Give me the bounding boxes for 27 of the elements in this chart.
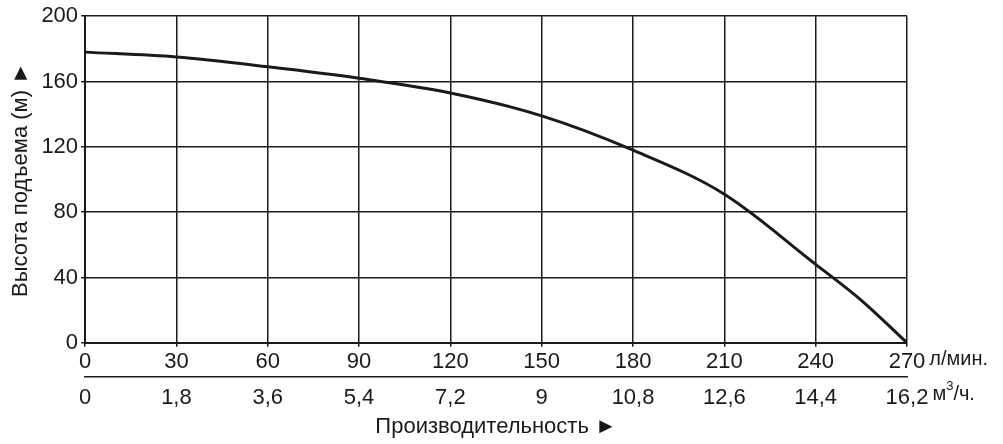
x2-tick-label: 16,2 bbox=[885, 384, 929, 410]
x-tick-label: 180 bbox=[614, 348, 652, 374]
x-axis-title: Производительность ► bbox=[375, 412, 617, 438]
y-tick-label: 120 bbox=[41, 132, 79, 158]
x2-tick-label: 3,6 bbox=[252, 384, 284, 410]
y-tick-label: 160 bbox=[41, 67, 79, 93]
x2-tick-label: 7,2 bbox=[435, 384, 466, 410]
y-tick-label: 200 bbox=[41, 2, 79, 28]
y-tick-label: 0 bbox=[65, 328, 79, 354]
x-tick-label: 240 bbox=[797, 348, 835, 374]
x-tick-label: 210 bbox=[706, 348, 743, 374]
x2-tick-label: 10,8 bbox=[611, 384, 655, 410]
x2-tick-label: 5,4 bbox=[343, 384, 375, 410]
x-tick-label: 120 bbox=[432, 348, 469, 374]
x-tick-label: 30 bbox=[164, 348, 189, 374]
x2-tick-label: 9 bbox=[535, 384, 548, 410]
x-tick-label: 60 bbox=[255, 348, 280, 374]
x2-tick-label: 1,8 bbox=[161, 384, 192, 410]
x-tick-label: 150 bbox=[523, 348, 561, 374]
x2-tick-label: 12,6 bbox=[702, 384, 746, 410]
x2-tick-label: 14,4 bbox=[794, 384, 838, 410]
text: л/мин. bbox=[929, 347, 989, 370]
y-tick-label: 40 bbox=[53, 263, 79, 289]
x-tick-label: 90 bbox=[346, 348, 372, 374]
y-tick-label: 80 bbox=[53, 198, 79, 224]
x-tick-label: 270 bbox=[888, 348, 926, 374]
y-axis-title: Высота подъема (м) ► bbox=[7, 62, 33, 297]
